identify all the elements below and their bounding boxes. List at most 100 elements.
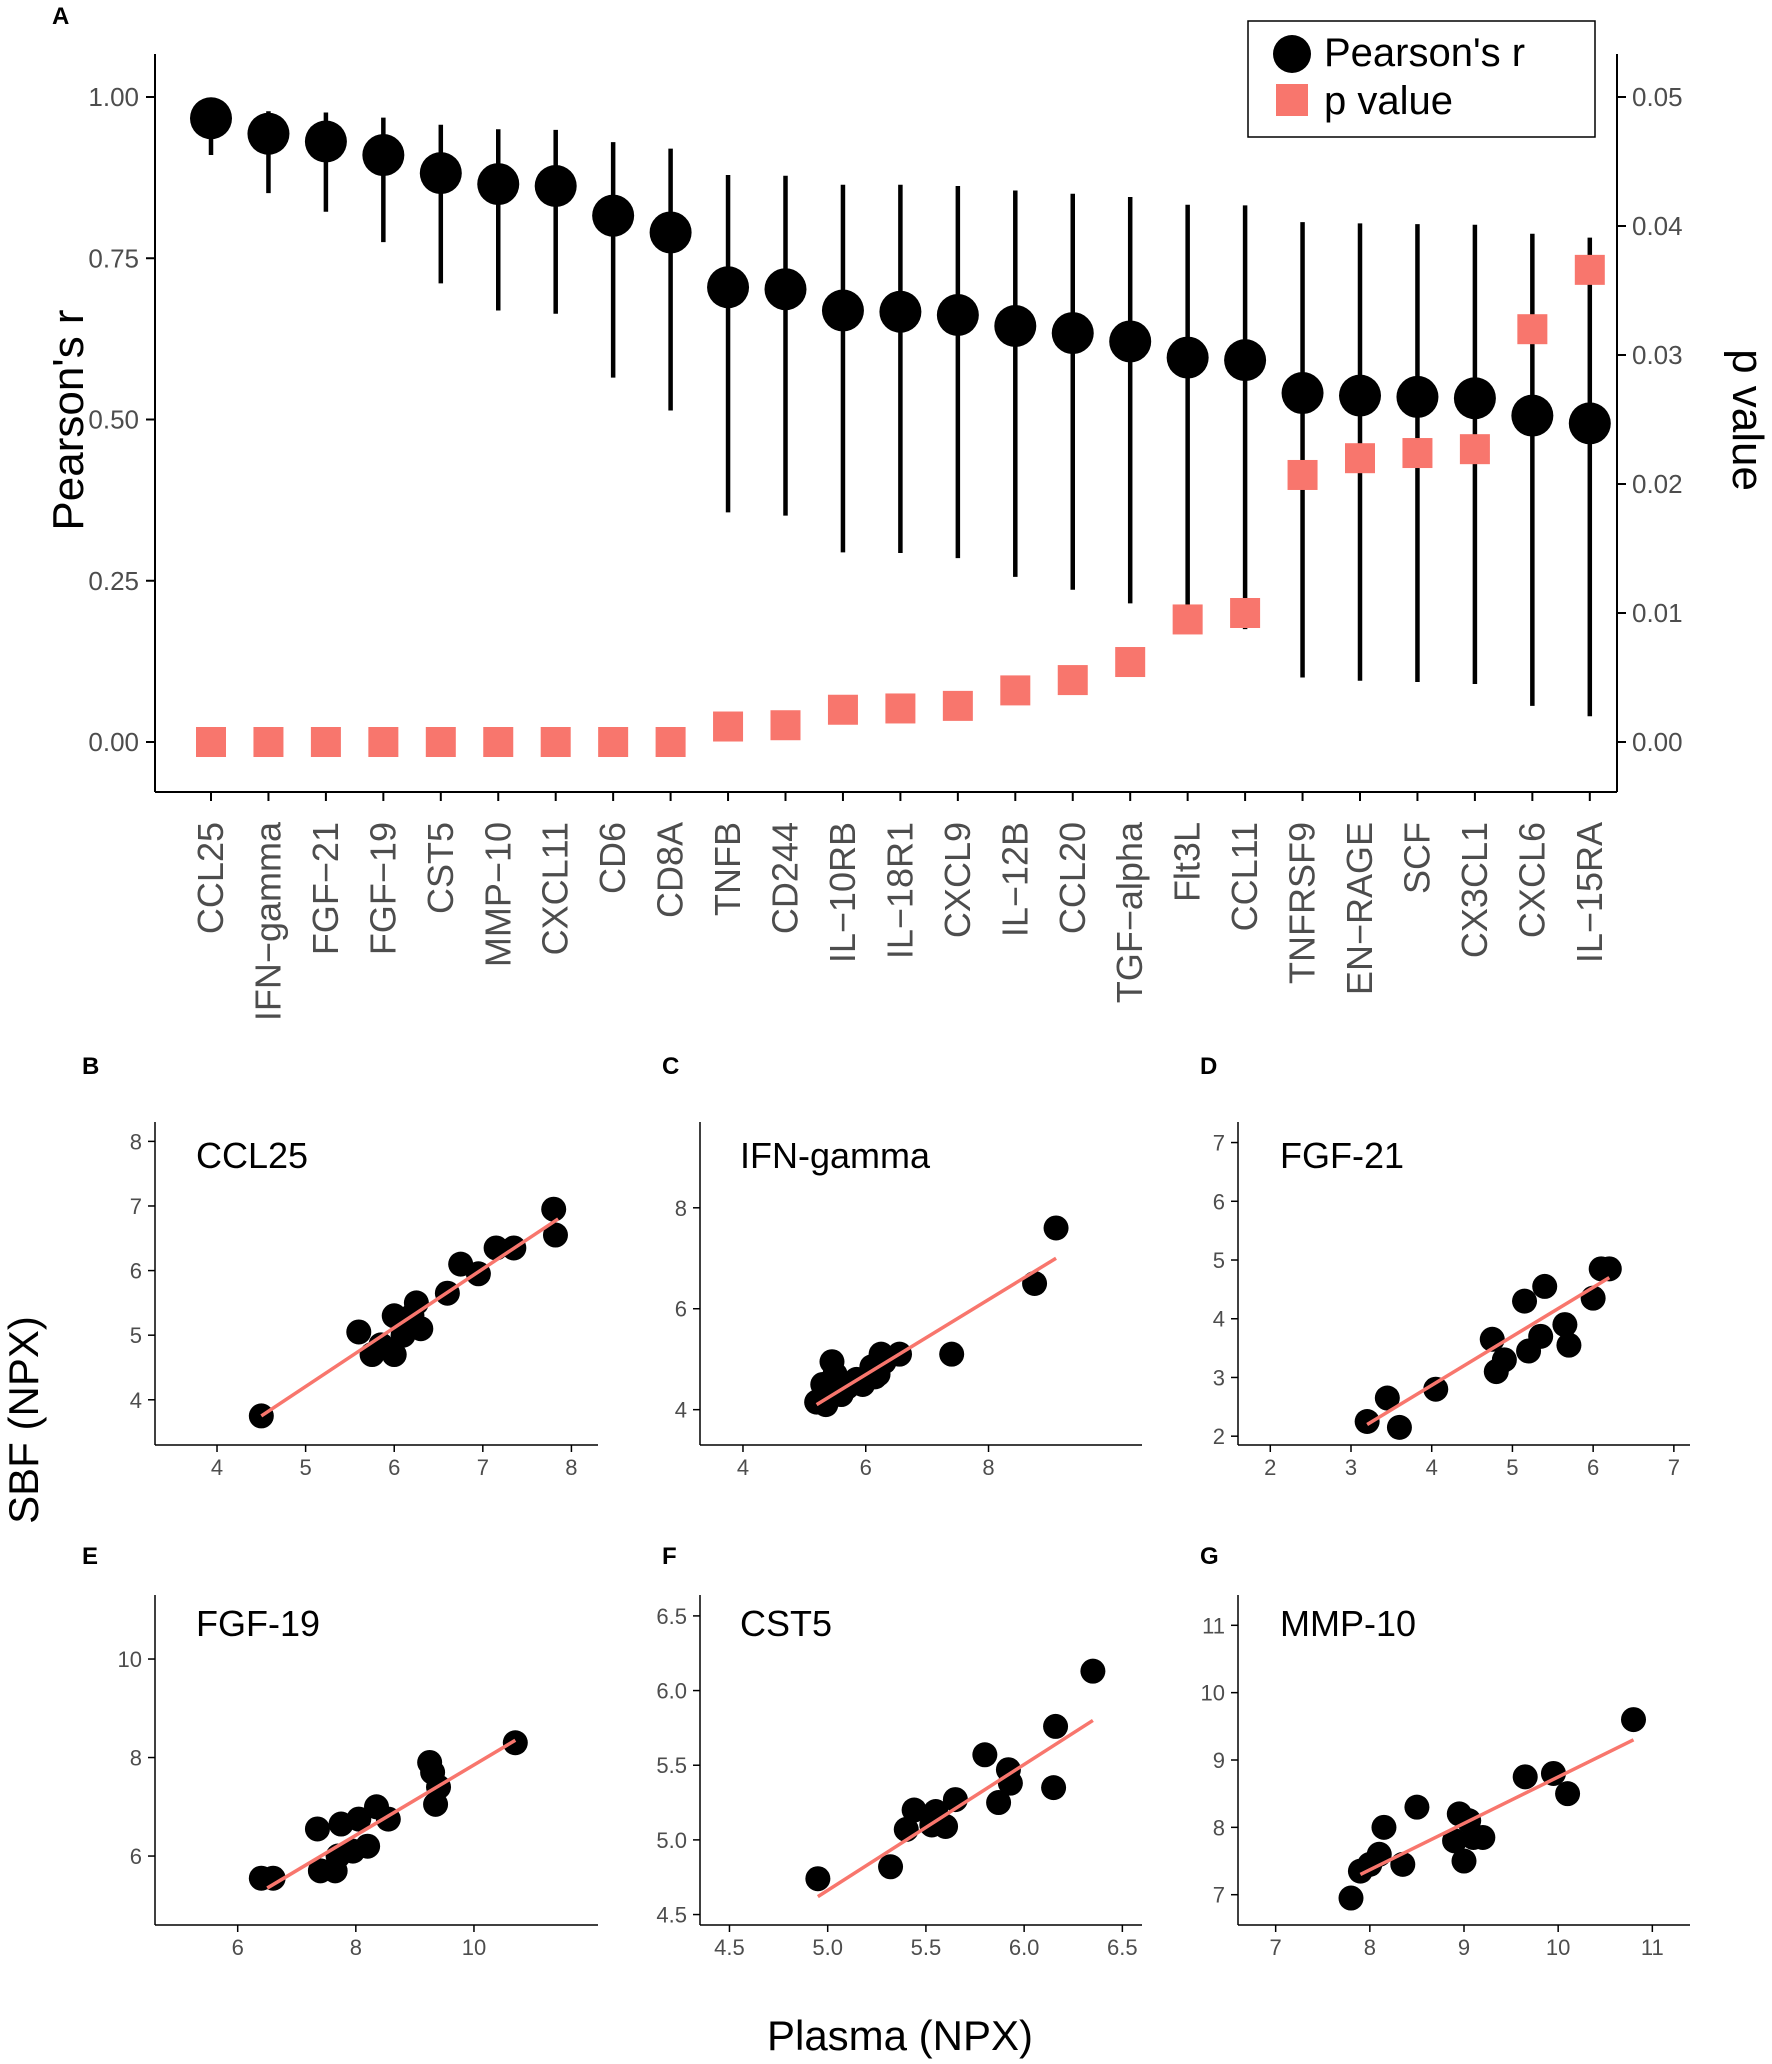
panel-d-data-point: [1556, 1332, 1582, 1358]
panel-d-y-tick-label: 7: [1213, 1131, 1225, 1156]
panel-a-category-label: IL−10RB: [822, 822, 863, 963]
panel-c-y-tick-label: 6: [675, 1297, 687, 1322]
panel-a-category-label: CD6: [592, 822, 633, 894]
panel-a-category-label: TNFB: [707, 822, 748, 916]
panel-e-title: FGF-19: [196, 1603, 320, 1644]
panel-f-x-tick-label: 6.0: [1009, 1935, 1040, 1960]
panel-g-y-tick-label: 8: [1213, 1815, 1225, 1840]
panel-a-category-label: MMP−10: [477, 822, 518, 967]
panel-a-p-value-square: [1172, 604, 1203, 635]
panel-a-p-value-square: [598, 727, 629, 757]
panel-a-p-value-square: [655, 727, 686, 757]
panel-a-category-label: IFN−gamma: [247, 821, 288, 1021]
panel-f-data-point: [933, 1813, 959, 1839]
panel-a-p-value-square: [713, 711, 744, 742]
panel-d-x-tick-label: 5: [1506, 1455, 1518, 1480]
panel-letter-b: B: [82, 1053, 99, 1080]
panel-b-x-tick-label: 6: [388, 1455, 400, 1480]
panel-letter-f: F: [662, 1543, 677, 1570]
legend-label-p: p value: [1324, 79, 1453, 123]
panel-g-data-point: [1555, 1781, 1581, 1807]
shared-y-axis-title: SBF (NPX): [0, 1316, 47, 1524]
panel-f-y-tick-label: 4.5: [656, 1903, 687, 1928]
panel-a-r-point: [1339, 374, 1381, 417]
panel-a-p-value-square: [425, 727, 456, 757]
panel-a-category-label: FGF−21: [305, 822, 346, 955]
panel-f-data-point: [972, 1742, 998, 1768]
panel-a-category-label: CD8A: [650, 822, 691, 918]
panel-b-data-point: [408, 1316, 434, 1342]
panel-a-category-label: CCL25: [190, 822, 231, 934]
panel-d-x-tick-label: 4: [1426, 1455, 1438, 1480]
panel-b-x-tick-label: 4: [211, 1455, 223, 1480]
panel-g-data-point: [1470, 1824, 1496, 1850]
panel-a-r-point: [1568, 402, 1611, 445]
panel-a-p-value-square: [310, 727, 341, 757]
panel-a-p-value-square: [770, 710, 801, 741]
panel-e-data-point: [346, 1806, 372, 1832]
panel-a-r-point: [362, 134, 405, 177]
panel-d-x-tick-label: 2: [1264, 1455, 1276, 1480]
panel-a-left-tick-label: 0.00: [88, 727, 139, 757]
panel-a-r-point: [1166, 336, 1209, 379]
panel-a-r-point: [1511, 394, 1554, 437]
legend-marker-r: [1273, 35, 1311, 73]
panel-letter-g: G: [1200, 1543, 1219, 1570]
legend-marker-p: [1276, 84, 1308, 116]
panel-f-data-point: [1043, 1713, 1069, 1739]
panel-a-category-label: CCL20: [1052, 822, 1093, 934]
panel-g-data-point: [1451, 1848, 1477, 1874]
panel-e-fit-line: [266, 1738, 517, 1890]
panel-a-right-tick-label: 0.02: [1632, 469, 1683, 499]
panel-c-data-point: [1043, 1215, 1069, 1241]
panel-b-y-tick-label: 8: [130, 1129, 142, 1154]
panel-c-title: IFN-gamma: [740, 1135, 931, 1176]
panel-a-r-point: [1051, 312, 1094, 355]
panel-a-category-label: CX3CL1: [1454, 822, 1495, 958]
panel-d-y-tick-label: 5: [1213, 1248, 1225, 1273]
panel-d-fit-line: [1366, 1276, 1611, 1426]
panel-a-p-value-square: [1287, 459, 1318, 490]
legend: Pearson's r p value: [1247, 20, 1596, 138]
panel-d-y-tick-label: 6: [1213, 1189, 1225, 1214]
panel-c-x-tick-label: 4: [737, 1455, 749, 1480]
panel-a-category-label: EN−RAGE: [1339, 822, 1380, 995]
panel-e-x-tick-label: 10: [462, 1935, 486, 1960]
panel-b-x-tick-label: 7: [477, 1455, 489, 1480]
panel-b-title: CCL25: [196, 1135, 308, 1176]
panel-f-data-point: [878, 1854, 904, 1880]
panel-d-y-tick-label: 2: [1213, 1424, 1225, 1449]
panel-e-data-point: [502, 1730, 528, 1756]
panel-a-r-point: [592, 194, 635, 237]
panel-a-category-label: FGF−19: [362, 822, 403, 955]
panel-a-left-tick-label: 0.50: [88, 405, 139, 435]
panel-d-data-point: [1491, 1347, 1517, 1373]
panel-e-x-tick-label: 8: [350, 1935, 362, 1960]
panel-c-x-tick-label: 8: [982, 1455, 994, 1480]
panel-d-data-point: [1512, 1288, 1538, 1314]
panel-g-x-tick-label: 9: [1458, 1935, 1470, 1960]
panel-a-right-tick-label: 0.01: [1632, 598, 1683, 628]
panel-a-p-value-square: [1057, 665, 1088, 696]
panel-a-r-point: [304, 120, 347, 163]
panel-a-category-label: TGF−alpha: [1109, 821, 1150, 1003]
panel-a-p-value-square: [483, 727, 514, 757]
panel-g-data-point: [1390, 1851, 1416, 1877]
panel-f-data-point: [901, 1797, 927, 1823]
panel-c-data-point: [939, 1341, 965, 1367]
panel-g-fit-line: [1359, 1738, 1635, 1877]
panel-c-x-tick-label: 6: [860, 1455, 872, 1480]
panel-d-title: FGF-21: [1280, 1135, 1404, 1176]
panel-a-category-label: CXCL11: [535, 822, 576, 955]
panel-c-y-tick-label: 4: [675, 1398, 687, 1423]
panel-d-y-tick-label: 4: [1213, 1307, 1225, 1332]
panel-a-r-point: [821, 289, 864, 332]
panel-a-p-value-square: [368, 727, 399, 757]
panel-letter-e: E: [82, 1543, 98, 1570]
panel-g-x-tick-label: 7: [1270, 1935, 1282, 1960]
panel-letter-c: C: [662, 1053, 679, 1080]
panel-g-x-tick-label: 11: [1641, 1935, 1664, 1960]
panel-a-p-value-square: [253, 727, 284, 757]
panel-b-y-tick-label: 7: [130, 1194, 142, 1219]
panel-g-data-point: [1371, 1814, 1397, 1840]
